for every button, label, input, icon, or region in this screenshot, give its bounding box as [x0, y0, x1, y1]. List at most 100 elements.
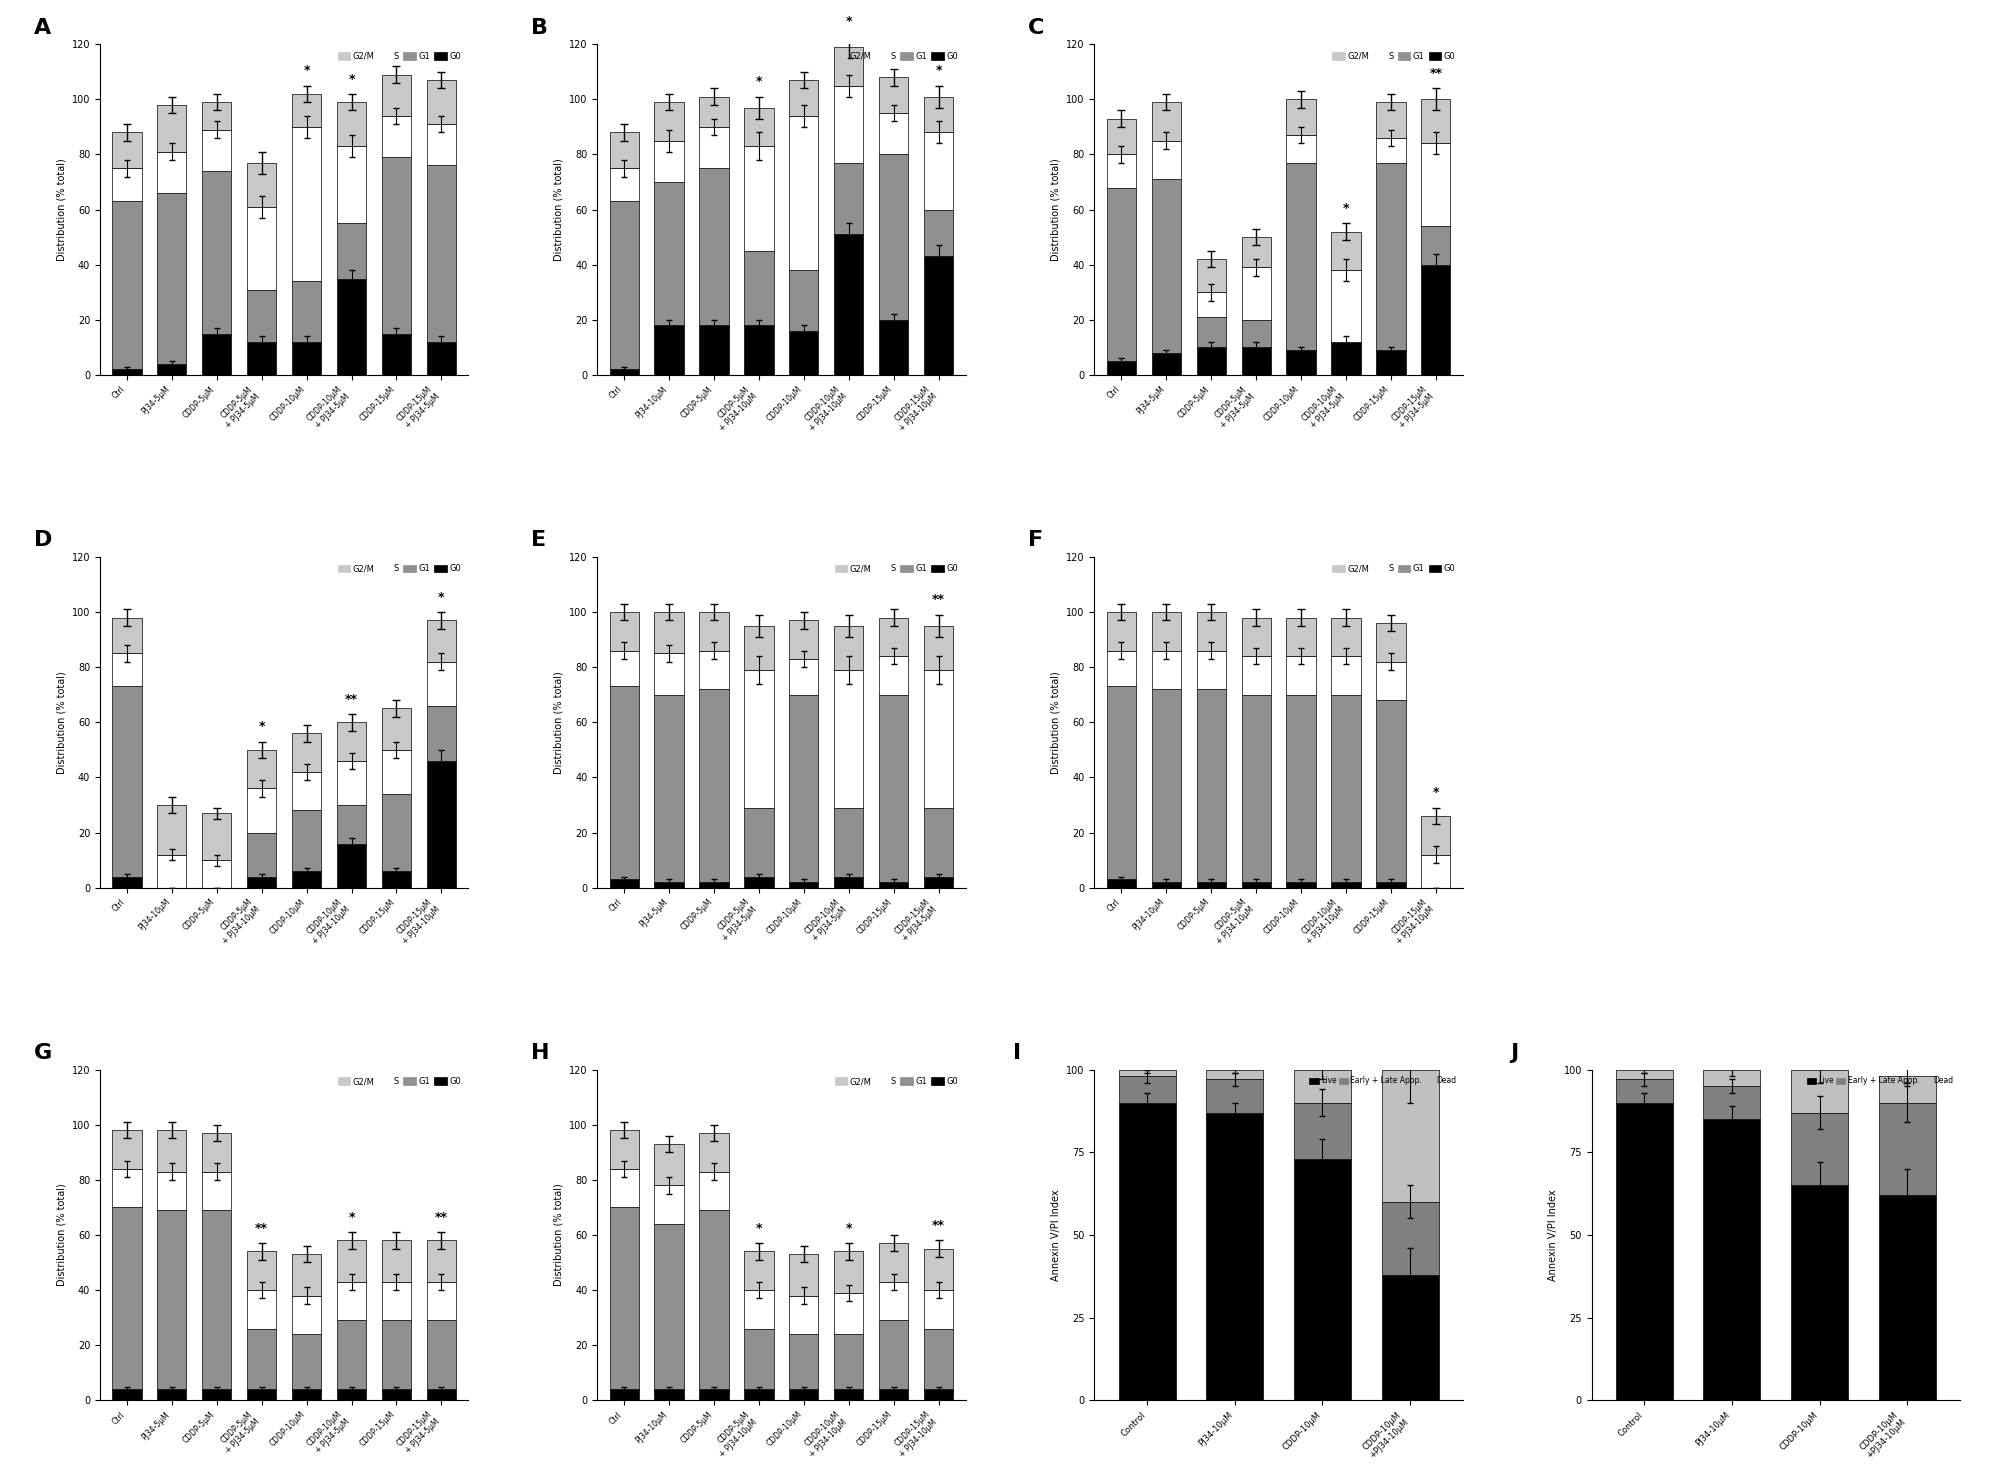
Bar — [1152, 650, 1180, 690]
Bar — [1242, 656, 1270, 694]
Y-axis label: Distribution (% total): Distribution (% total) — [56, 1184, 66, 1287]
Bar — [1196, 292, 1226, 317]
Bar — [202, 1172, 232, 1210]
Bar — [880, 694, 908, 881]
Bar — [880, 656, 908, 694]
Bar — [292, 811, 322, 871]
Bar — [924, 1328, 954, 1390]
Bar — [112, 202, 142, 370]
Bar — [1878, 1076, 1936, 1103]
Bar — [744, 108, 774, 146]
Bar — [1376, 881, 1406, 887]
Bar — [112, 133, 142, 168]
Bar — [790, 881, 818, 887]
Bar — [880, 1282, 908, 1321]
Bar — [112, 618, 142, 653]
Bar — [654, 1390, 684, 1400]
Bar — [382, 1282, 412, 1321]
Legend: G2/M, S, G1, G0: G2/M, S, G1, G0 — [334, 562, 464, 576]
Bar — [1792, 1185, 1848, 1400]
Bar — [1118, 1070, 1176, 1076]
Bar — [924, 1248, 954, 1290]
Bar — [1422, 143, 1450, 226]
Bar — [382, 333, 412, 374]
Text: *: * — [846, 1222, 852, 1235]
Bar — [654, 1185, 684, 1223]
Bar — [790, 621, 818, 659]
Bar — [1616, 1103, 1672, 1400]
Bar — [426, 706, 456, 761]
Bar — [834, 1293, 864, 1334]
Bar — [112, 877, 142, 887]
Legend: G2/M, S, G1, G0: G2/M, S, G1, G0 — [1328, 49, 1458, 63]
Bar — [880, 113, 908, 155]
Bar — [610, 168, 638, 202]
Text: *: * — [756, 75, 762, 88]
Bar — [654, 612, 684, 653]
Bar — [1242, 267, 1270, 320]
Bar — [924, 626, 954, 669]
Bar — [1286, 656, 1316, 694]
Bar — [610, 1207, 638, 1390]
Bar — [1286, 99, 1316, 136]
Bar — [158, 1210, 186, 1390]
Bar — [654, 181, 684, 326]
Bar — [426, 662, 456, 706]
Bar — [924, 1290, 954, 1328]
Text: *: * — [936, 65, 942, 77]
Bar — [1332, 270, 1360, 342]
Bar — [880, 320, 908, 374]
Text: *: * — [348, 1212, 354, 1223]
Bar — [1704, 1070, 1760, 1086]
Bar — [654, 1144, 684, 1185]
Bar — [248, 289, 276, 342]
Bar — [1878, 1103, 1936, 1195]
Bar — [336, 761, 366, 805]
Bar — [1196, 881, 1226, 887]
Bar — [610, 612, 638, 650]
Bar — [112, 1169, 142, 1207]
Bar — [1106, 187, 1136, 361]
Bar — [1106, 155, 1136, 187]
Bar — [744, 251, 774, 326]
Bar — [426, 124, 456, 165]
Bar — [654, 140, 684, 181]
Text: *: * — [304, 65, 310, 77]
Bar — [1422, 99, 1450, 143]
Legend: G2/M, S, G1, G0: G2/M, S, G1, G0 — [334, 49, 464, 63]
Legend: G2/M, S, G1, G0: G2/M, S, G1, G0 — [1328, 562, 1458, 576]
Bar — [158, 1390, 186, 1400]
Bar — [1196, 348, 1226, 374]
Bar — [700, 168, 728, 326]
Bar — [880, 155, 908, 320]
Bar — [790, 694, 818, 881]
Bar — [1152, 881, 1180, 887]
Bar — [158, 193, 186, 364]
Bar — [744, 669, 774, 808]
Y-axis label: Distribution (% total): Distribution (% total) — [1050, 158, 1060, 261]
Bar — [880, 1390, 908, 1400]
Bar — [1376, 162, 1406, 351]
Bar — [336, 843, 366, 887]
Bar — [426, 1390, 456, 1400]
Bar — [654, 102, 684, 140]
Bar — [1616, 1070, 1672, 1079]
Bar — [1242, 348, 1270, 374]
Bar — [292, 772, 322, 811]
Bar — [1376, 624, 1406, 662]
Bar — [1196, 690, 1226, 881]
Bar — [382, 1321, 412, 1390]
Bar — [1106, 687, 1136, 880]
Bar — [700, 881, 728, 887]
Bar — [744, 626, 774, 669]
Y-axis label: Distribution (% total): Distribution (% total) — [554, 1184, 564, 1287]
Bar — [744, 877, 774, 887]
Bar — [1152, 180, 1180, 352]
Bar — [336, 224, 366, 279]
Bar — [248, 1251, 276, 1290]
Text: A: A — [34, 18, 50, 38]
Bar — [336, 146, 366, 224]
Bar — [426, 761, 456, 887]
Bar — [1332, 656, 1360, 694]
Text: H: H — [530, 1044, 550, 1063]
